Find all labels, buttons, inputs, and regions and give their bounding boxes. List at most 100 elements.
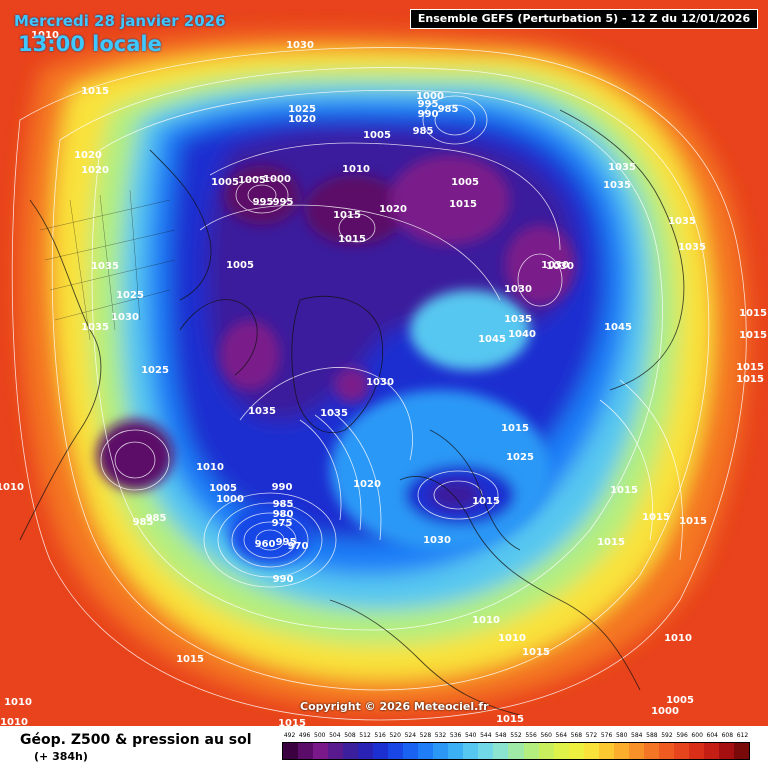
color-scale-bar [282,742,750,760]
scale-swatch [703,743,719,759]
scale-swatch [583,743,599,759]
scale-swatch [598,743,614,759]
scale-value: 608 [721,732,734,739]
scale-value: 500 [314,732,326,739]
pressure-label: 1005 [211,177,239,188]
pressure-label: 1015 [333,210,361,221]
pressure-label: 1035 [81,322,109,333]
forecast-date: Mercredi 28 janvier 2026 [14,12,226,30]
forecast-time: 13:00 locale [18,32,162,56]
isobar [235,176,289,214]
coastline-greenland [291,295,384,434]
scale-value: 508 [344,732,356,739]
coastline-europe [399,476,641,691]
scale-value: 520 [389,732,401,739]
pressure-label: 985 [146,513,167,524]
coastline-mediterranean [329,599,521,716]
pressure-label: 1035 [248,406,276,417]
scale-value: 572 [585,732,598,739]
scale-swatch [523,743,539,759]
isobar [314,414,362,531]
scale-value: 548 [495,732,507,739]
pressure-label: 1025 [116,290,144,301]
low-asia [505,225,575,305]
scale-value: 588 [646,732,658,739]
isobar [209,142,561,251]
scale-value: 504 [329,732,341,739]
pressure-label: 1015 [278,718,306,726]
pressure-label: 1000 [263,174,291,185]
isobar [217,502,323,578]
pressure-label: 1010 [31,30,59,41]
pressure-label: 985 [273,499,294,510]
pressure-label: 1015 [736,362,764,373]
model-run-info: Ensemble GEFS (Perturbation 5) - 12 Z du… [410,9,758,29]
isobar [619,379,683,561]
scale-swatch [433,743,449,759]
scale-swatch [343,743,359,759]
scale-swatch [478,743,494,759]
pressure-label: 1010 [472,615,500,626]
pressure-label: 1030 [286,40,314,51]
scale-swatch [493,743,509,759]
scale-value: 512 [359,732,371,739]
isobar [100,429,170,491]
scale-value: 576 [600,732,613,739]
pressure-label: 1015 [679,516,707,527]
pressure-label: 1030 [423,535,451,546]
pressure-label: 1035 [678,242,706,253]
scale-swatch [733,743,749,759]
pressure-label: 1030 [111,312,139,323]
pressure-label: 1045 [604,322,632,333]
legend-subtitle: (+ 384h) [34,750,88,763]
pressure-label: 1030 [541,260,569,271]
pressure-label: 1025 [506,452,534,463]
scale-value: 604 [706,732,718,739]
pressure-label: 970 [288,541,309,552]
coastline-hudson-bay [179,299,258,376]
pressure-label: 1015 [610,485,638,496]
pressure-label: 1000 [216,494,244,505]
pressure-label: 990 [272,482,293,493]
pressure-label: 990 [273,574,294,585]
pressure-label: 1015 [338,234,366,245]
isobar [11,47,747,721]
pressure-label: 1015 [642,512,670,523]
pressure-label: 1005 [666,695,694,706]
pressure-label: 1015 [81,86,109,97]
pressure-label: 1015 [496,714,524,725]
scale-swatch [373,743,389,759]
grid-line [99,194,116,331]
pressure-label: 960 [255,539,276,550]
map-grid [39,189,176,341]
pressure-label: 985 [133,517,154,528]
isobar [329,409,382,541]
scale-swatch [673,743,689,759]
pressure-label: 1020 [74,150,102,161]
pressure-label: 1010 [0,482,24,493]
pressure-label: 980 [273,509,294,520]
scale-value: 584 [631,732,643,739]
scale-swatch [388,743,404,759]
isobar [203,492,337,588]
isobar [91,89,663,631]
scale-swatch [613,743,629,759]
isobar [231,512,309,568]
isobar [51,67,710,691]
isobar [517,253,563,307]
isobar [199,204,501,301]
isobars [11,47,747,721]
scale-swatch [313,743,329,759]
coastlines [19,109,685,716]
isobar [239,367,413,461]
pressure-label: 1015 [176,654,204,665]
pressure-label: 1020 [288,114,316,125]
pressure-label: 1015 [597,537,625,548]
isobar [422,95,488,145]
pressure-label: 1035 [91,261,119,272]
pressure-label: 1000 [416,91,444,102]
scale-value: 492 [283,732,296,739]
isobar [255,529,285,551]
copyright-text: Copyright © 2026 Meteociel.fr [300,700,489,713]
isobar [243,521,297,559]
